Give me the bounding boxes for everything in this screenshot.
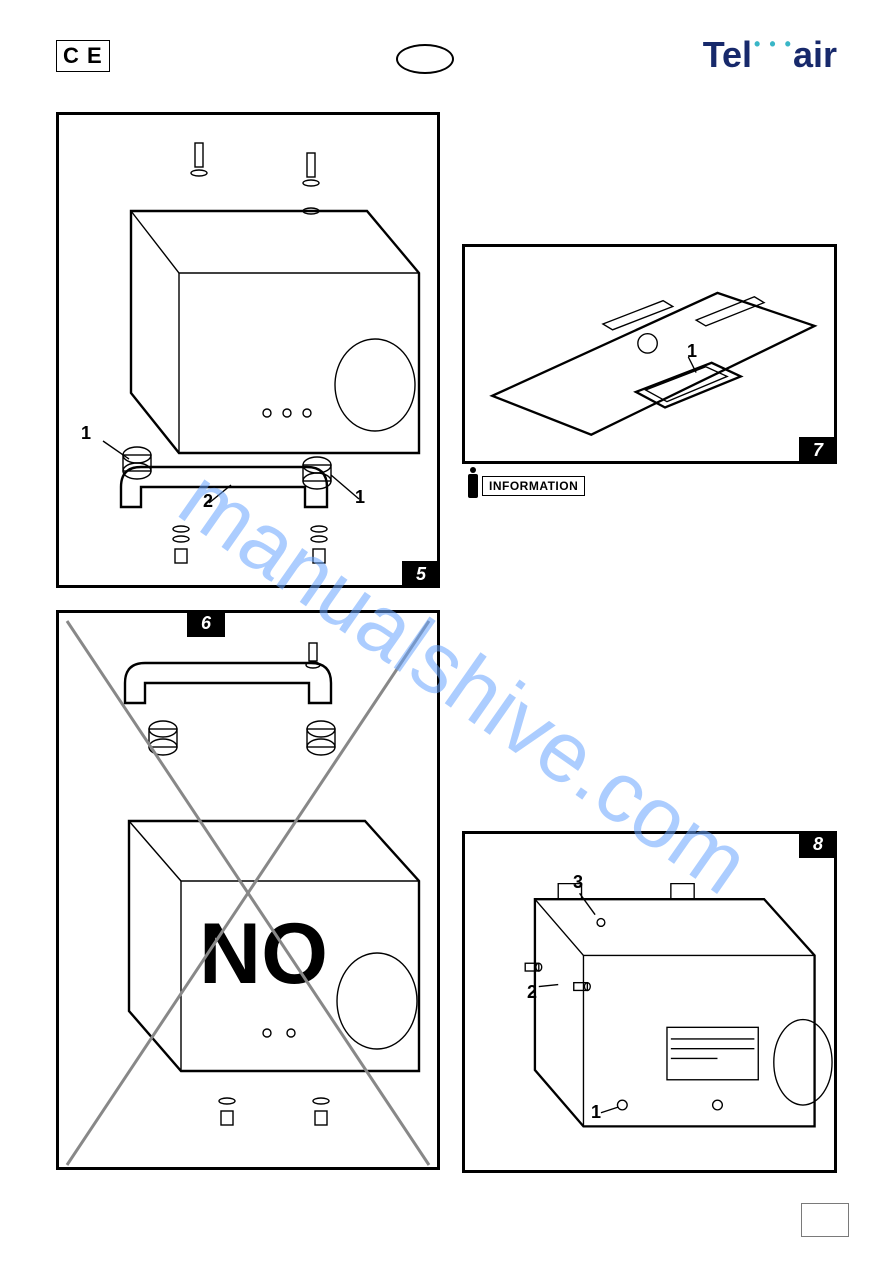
brand-logo: Tel• • •air [703, 34, 837, 76]
figure-8-ref-2: 2 [527, 982, 537, 1003]
figure-7-number: 7 [799, 437, 837, 464]
figure-6: 6 [56, 610, 440, 1170]
figure-5-ref-1a: 1 [81, 423, 91, 444]
brand-text-a: a [793, 34, 813, 75]
figure-8-drawing [465, 834, 834, 1176]
spacer-mid [462, 525, 837, 809]
figure-6-drawing: NO [59, 613, 437, 1173]
figure-8-number: 8 [799, 831, 837, 858]
figure-7-ref-1: 1 [687, 341, 697, 362]
figure-6-cross-icon [67, 621, 429, 1165]
figure-7-drawing [465, 247, 834, 467]
information-badge: INFORMATION [468, 474, 585, 498]
figure-5-number: 5 [402, 561, 440, 588]
brand-text-tel: Tel [703, 34, 752, 75]
figure-8-ref-3: 3 [573, 872, 583, 893]
brand-text-ir: ir [813, 34, 837, 75]
figure-5-drawing [59, 115, 437, 591]
figure-6-no-text: NO [199, 906, 328, 1002]
ce-mark: C E [56, 40, 110, 72]
figure-5-ref-2: 2 [203, 491, 213, 512]
figure-6-number: 6 [187, 610, 225, 637]
figure-5: 1 1 2 5 [56, 112, 440, 588]
figure-5-ref-1b: 1 [355, 487, 365, 508]
page-number-box [801, 1203, 849, 1237]
spacer-top [462, 112, 837, 222]
page-header: C E Tel• • •air [56, 40, 837, 94]
brand-dots-icon: • • • [754, 34, 793, 54]
figure-8-ref-1: 1 [591, 1102, 601, 1123]
figure-7-block: 1 7 INFORMATION [462, 244, 837, 503]
figure-8: 8 [462, 831, 837, 1173]
header-oval-icon [396, 44, 454, 74]
figure-7: 1 7 [462, 244, 837, 464]
info-icon [468, 474, 478, 498]
information-label: INFORMATION [482, 476, 585, 496]
